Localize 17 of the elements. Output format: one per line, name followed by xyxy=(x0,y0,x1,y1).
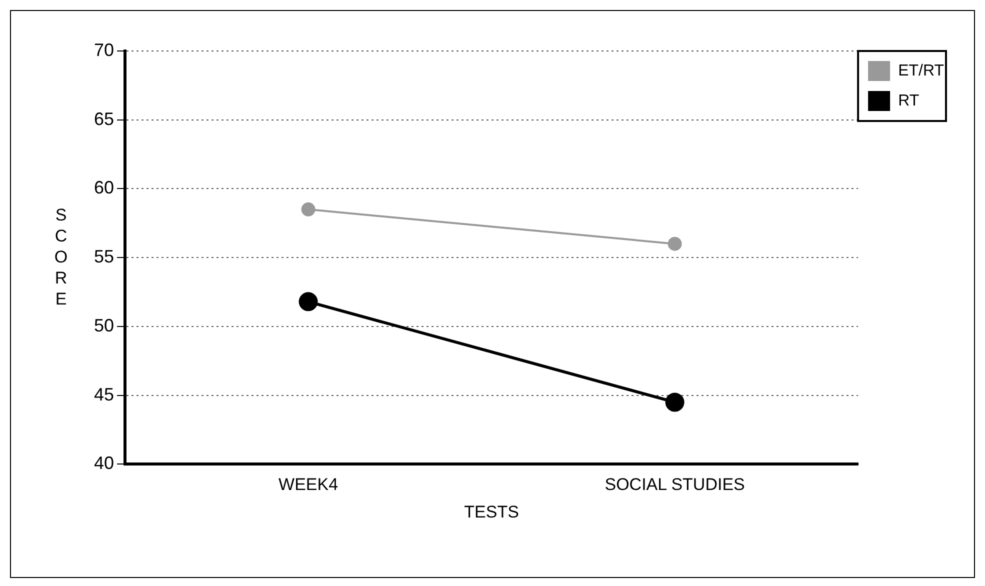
legend-label: ET/RT xyxy=(898,62,944,80)
x-tick-label: WEEK4 xyxy=(278,475,338,494)
x-tick-label: SOCIAL STUDIES xyxy=(604,475,745,494)
y-tick-label: 55 xyxy=(94,246,114,267)
y-tick-label: 60 xyxy=(94,178,114,198)
y-tick-label: 65 xyxy=(94,108,114,129)
y-axis-title: SCORE xyxy=(54,205,68,308)
y-tick-label: 45 xyxy=(94,384,114,404)
y-tick-label: 70 xyxy=(94,40,114,60)
y-tick-label: 50 xyxy=(94,315,114,336)
point xyxy=(668,236,682,251)
x-axis-title: TESTS xyxy=(464,502,519,522)
point xyxy=(298,292,318,312)
y-tick-label: 40 xyxy=(94,453,114,474)
point xyxy=(301,202,316,216)
legend-label: RT xyxy=(898,92,920,110)
point xyxy=(665,392,684,412)
